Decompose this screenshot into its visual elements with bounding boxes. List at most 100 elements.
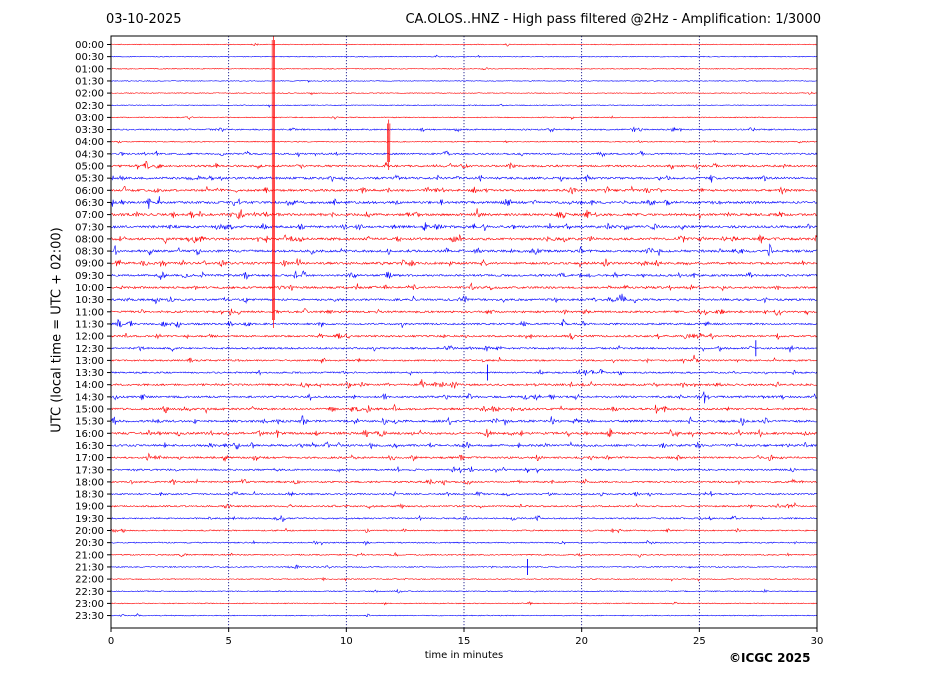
x-tick-label: 0 xyxy=(108,636,114,647)
y-tick-label: 15:30 xyxy=(75,417,104,428)
trace-row xyxy=(110,150,817,158)
trace-row xyxy=(110,270,817,280)
trace-row xyxy=(110,354,817,365)
y-tick-label: 09:30 xyxy=(75,271,104,282)
y-tick-label: 10:30 xyxy=(75,295,104,306)
trace-row xyxy=(110,174,817,183)
y-tick-label: 17:30 xyxy=(75,465,104,476)
y-tick-label: 21:30 xyxy=(75,562,104,573)
trace-row xyxy=(110,478,817,486)
trace-row xyxy=(110,379,817,389)
trace-row xyxy=(110,576,817,582)
y-tick-label: 22:00 xyxy=(75,575,104,586)
trace-row xyxy=(110,282,817,292)
trace-row xyxy=(110,415,817,426)
trace-row xyxy=(110,391,817,404)
y-tick-label: 20:00 xyxy=(75,526,104,537)
trace-row xyxy=(110,428,817,438)
y-tick-label: 15:00 xyxy=(75,405,104,416)
y-tick-label: 06:00 xyxy=(75,186,104,197)
x-tick-label: 25 xyxy=(693,636,706,647)
y-tick-label: 11:00 xyxy=(75,307,104,318)
y-tick-label: 03:30 xyxy=(75,125,104,136)
y-tick-label: 01:00 xyxy=(75,64,104,75)
x-axis-label: time in minutes xyxy=(424,650,504,661)
trace-row xyxy=(110,527,817,534)
y-tick-label: 02:30 xyxy=(75,101,104,112)
y-tick-label: 12:00 xyxy=(75,332,104,343)
trace-row xyxy=(110,466,817,474)
trace-row xyxy=(110,54,817,58)
trace-row xyxy=(110,490,817,497)
x-tick-label: 10 xyxy=(340,636,353,647)
y-tick-label: 22:30 xyxy=(75,587,104,598)
trace-row xyxy=(110,208,817,220)
trace-row xyxy=(110,588,817,594)
trace-row xyxy=(110,403,817,414)
y-tick-label: 13:00 xyxy=(75,356,104,367)
y-tick-label: 04:30 xyxy=(75,149,104,160)
y-tick-label: 20:30 xyxy=(75,538,104,549)
trace-row xyxy=(110,243,817,257)
y-tick-label: 16:00 xyxy=(75,429,104,440)
trace-row xyxy=(110,103,817,109)
trace-row xyxy=(110,126,817,133)
vertical-grid-lines xyxy=(228,36,700,628)
y-tick-label: 19:30 xyxy=(75,514,104,525)
x-tick-label: 30 xyxy=(811,636,824,647)
seismic-events xyxy=(271,36,757,575)
y-tick-label: 09:00 xyxy=(75,259,104,270)
trace-row xyxy=(110,502,817,510)
copyright-credit: ©ICGC 2025 xyxy=(729,651,811,665)
trace-row xyxy=(110,333,817,341)
trace-row xyxy=(110,222,817,231)
y-tick-label: 11:30 xyxy=(75,319,104,330)
y-tick-label: 19:00 xyxy=(75,502,104,513)
y-tick-label: 01:30 xyxy=(75,76,104,87)
trace-row xyxy=(110,233,817,245)
trace-row xyxy=(110,308,817,316)
trace-row xyxy=(110,441,817,450)
y-tick-label: 23:30 xyxy=(75,611,104,622)
y-tick-label: 04:00 xyxy=(75,137,104,148)
trace-row xyxy=(110,293,817,305)
trace-row xyxy=(110,160,817,170)
trace-row xyxy=(110,613,817,618)
y-tick-label: 18:00 xyxy=(75,477,104,488)
trace-row xyxy=(110,115,817,121)
y-tick-label: 18:30 xyxy=(75,490,104,501)
trace-row xyxy=(110,139,817,144)
x-tick-label: 15 xyxy=(458,636,471,647)
y-tick-label: 06:30 xyxy=(75,198,104,209)
trace-row xyxy=(110,67,817,71)
y-tick-label: 03:00 xyxy=(75,113,104,124)
y-tick-label: 13:30 xyxy=(75,368,104,379)
x-tick-label: 5 xyxy=(225,636,231,647)
y-tick-label: 07:30 xyxy=(75,222,104,233)
trace-row xyxy=(110,564,817,570)
y-tick-label: 02:00 xyxy=(75,89,104,100)
y-tick-label: 14:30 xyxy=(75,392,104,403)
x-axis-ticks: 0 5 10 15 20 25 30 xyxy=(108,628,824,647)
trace-row xyxy=(110,258,817,268)
y-tick-label: 08:00 xyxy=(75,234,104,245)
y-axis-label: UTC (local time = UTC + 02:00) xyxy=(49,227,65,433)
y-tick-label: 00:00 xyxy=(75,40,104,51)
y-tick-label: 12:30 xyxy=(75,344,104,355)
chart-title: CA.OLOS..HNZ - High pass filtered @2Hz -… xyxy=(405,12,821,27)
trace-row xyxy=(110,80,817,83)
trace-row xyxy=(110,196,817,209)
x-tick-label: 20 xyxy=(575,636,588,647)
y-tick-label: 05:30 xyxy=(75,174,104,185)
y-tick-label: 14:00 xyxy=(75,380,104,391)
trace-row xyxy=(110,514,817,522)
y-tick-label: 21:00 xyxy=(75,550,104,561)
seismogram-traces xyxy=(110,42,817,618)
y-tick-label: 10:00 xyxy=(75,283,104,294)
y-tick-label: 00:30 xyxy=(75,52,104,63)
y-tick-label: 17:00 xyxy=(75,453,104,464)
trace-row xyxy=(110,452,817,462)
trace-row xyxy=(110,551,817,558)
